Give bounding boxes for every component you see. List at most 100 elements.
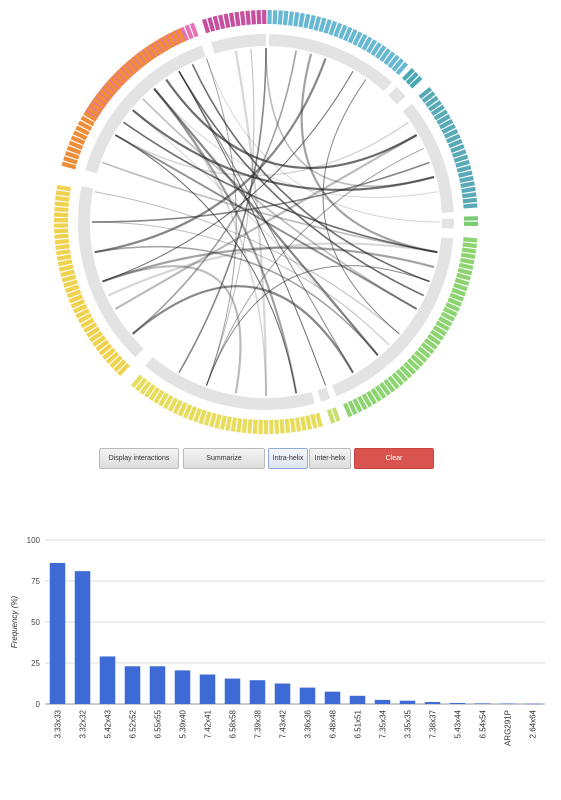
intra-helix-button[interactable]: Intra-helix: [268, 448, 308, 469]
ring-tick: [109, 355, 123, 369]
x-tick-label: 6.52x52: [129, 709, 138, 738]
interaction-link: [102, 246, 435, 283]
clear-button[interactable]: Clear: [354, 448, 434, 469]
ring-tick: [406, 358, 420, 371]
ring-tick: [462, 192, 477, 199]
ring-tick: [403, 361, 417, 375]
ring-tick: [343, 402, 353, 418]
interaction-link: [142, 98, 418, 310]
ring-tick: [274, 419, 280, 434]
interaction-link: [153, 88, 438, 198]
interaction-link: [102, 265, 242, 394]
ring-tick: [298, 12, 305, 28]
chart-bars: [49, 562, 541, 705]
frequency-bar-chart: 0 25 50 75 100 3.33x33 3.32x32 5.42x43 6.52x52 6…: [10, 536, 545, 746]
ring-tick: [142, 47, 155, 62]
ring-tick: [102, 84, 116, 97]
inter-helix-button[interactable]: Inter-helix: [309, 448, 351, 469]
ring-tick: [171, 30, 182, 45]
ring-tick: [55, 190, 71, 197]
bar: [424, 702, 441, 704]
ring-tick: [462, 197, 478, 204]
ring-tick: [333, 22, 343, 38]
x-tick-label: 5.42x43: [104, 709, 113, 738]
interaction-link: [206, 265, 430, 386]
ring-tick: [105, 351, 120, 365]
ring-tick: [328, 20, 338, 36]
ring-tick: [357, 33, 368, 49]
interaction-link: [91, 221, 390, 346]
ring-tick: [75, 308, 90, 319]
ring-tick: [117, 68, 130, 82]
ring-tick: [460, 252, 476, 260]
ring-tick: [435, 320, 450, 332]
ring-tick: [456, 165, 472, 173]
ring-tick: [414, 350, 428, 363]
ring-tick: [135, 377, 148, 392]
ring-tick: [417, 346, 431, 359]
display-interactions-button[interactable]: Display interactions: [99, 448, 179, 469]
ring-tick: [288, 11, 294, 26]
ring-tick: [391, 58, 404, 72]
interaction-link: [132, 109, 435, 191]
ring-tick: [420, 342, 435, 355]
ring-tick: [439, 118, 454, 130]
bar: [174, 670, 191, 704]
bar: [499, 703, 516, 705]
ring-tick: [66, 289, 82, 299]
ring-tick: [451, 287, 466, 297]
ring-tick: [399, 365, 413, 379]
interaction-link: [206, 48, 255, 386]
ring-tick: [207, 17, 216, 32]
ring-tick: [445, 302, 460, 312]
ring-label-band: [331, 237, 454, 397]
x-tick-label: 5.39x40: [179, 709, 188, 738]
ring-tick: [247, 419, 253, 434]
ring-tick: [459, 175, 474, 183]
ring-tick: [95, 339, 110, 352]
ring-tick: [458, 262, 474, 270]
ring-tick: [462, 242, 477, 249]
ring-tick: [158, 392, 169, 407]
bar: [199, 674, 216, 704]
ring-tick: [64, 150, 80, 160]
ring-tick: [443, 128, 459, 139]
bar: [274, 683, 291, 704]
interaction-link: [153, 88, 298, 394]
ring-tick: [370, 42, 382, 57]
interaction-link: [91, 161, 430, 223]
ring-tick: [310, 414, 318, 429]
ring-label-band: [211, 34, 267, 54]
interaction-link: [123, 121, 438, 254]
interaction-link: [178, 47, 267, 374]
ring-tick: [303, 13, 311, 29]
y-axis-ticks: 0 25 50 75 100: [27, 536, 41, 709]
ring-tick: [272, 10, 278, 25]
ring-tick: [133, 53, 146, 68]
ring-tick: [430, 104, 445, 116]
ring-tick: [56, 254, 72, 261]
ring-tick: [212, 15, 221, 31]
interaction-link: [114, 121, 409, 177]
bar: [449, 703, 466, 704]
ring-tick: [225, 416, 232, 431]
ring-tick: [366, 39, 377, 54]
ring-label-band: [145, 356, 315, 410]
ring-tick: [383, 378, 396, 393]
ring-tick: [453, 154, 469, 163]
bar: [399, 700, 416, 704]
summarize-button[interactable]: Summarize: [183, 448, 265, 469]
circos-outer-ring: [53, 9, 479, 434]
interaction-link: [178, 70, 425, 297]
ring-tick: [223, 13, 231, 29]
ring-tick: [432, 325, 447, 337]
ring-tick: [209, 412, 217, 428]
x-tick-label: 3.35x35: [404, 709, 413, 738]
ring-tick: [429, 329, 444, 341]
ring-tick: [58, 264, 74, 272]
ring-tick: [461, 186, 476, 194]
x-tick-label: 3.33x33: [54, 709, 63, 738]
x-tick-label: 6.54x54: [479, 709, 488, 738]
ring-tick: [130, 374, 144, 389]
ring-tick: [176, 28, 186, 43]
